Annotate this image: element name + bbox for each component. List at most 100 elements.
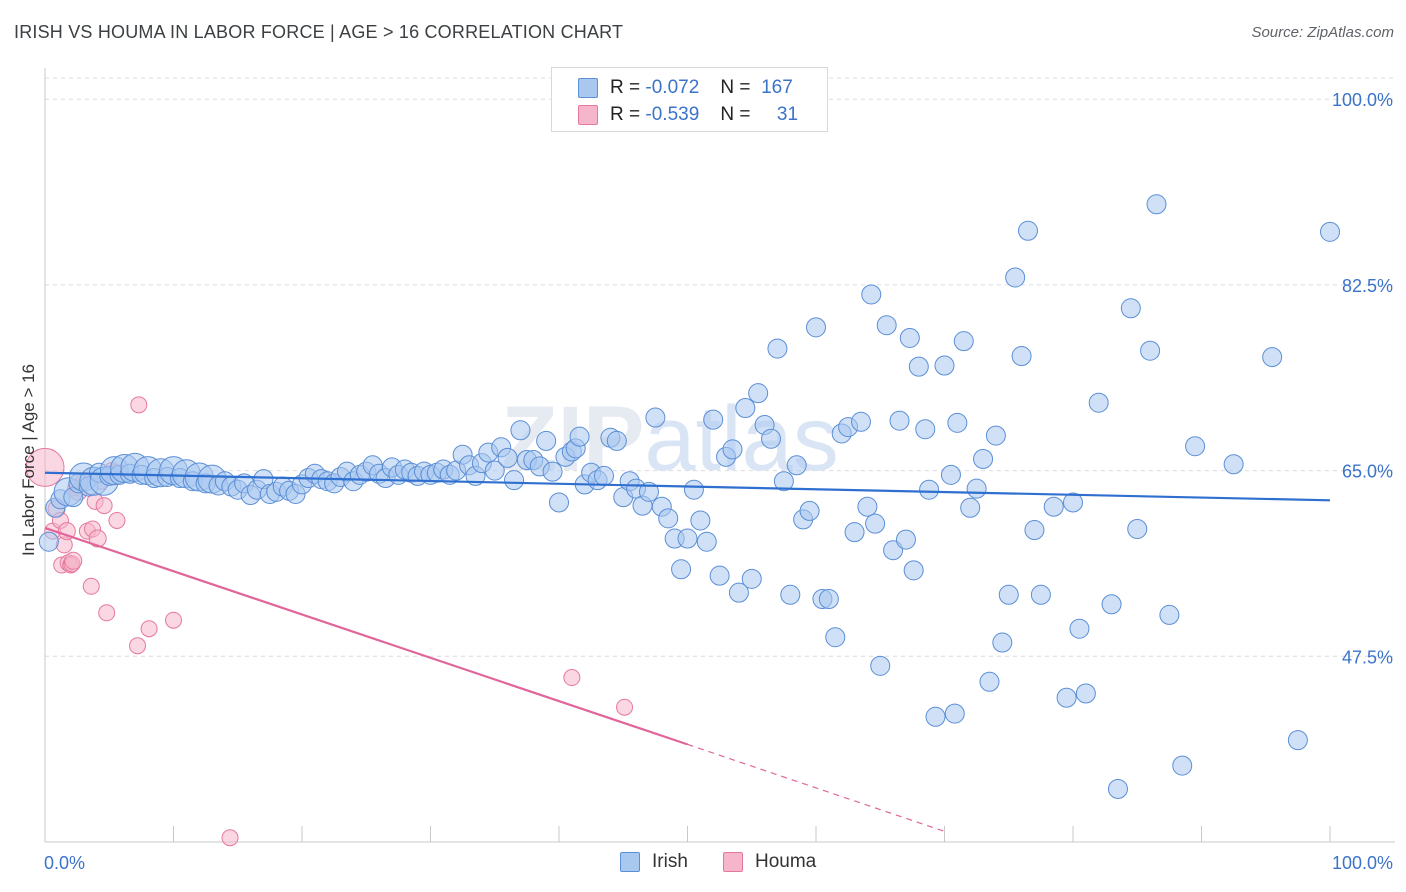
houma-point (25, 447, 65, 487)
irish-point (761, 428, 782, 449)
irish-point (960, 497, 981, 518)
tick-labels: 47.5% 65.0% 82.5% 100.0% 0.0% 100.0% In Labor … (19, 90, 1393, 873)
irish-point (497, 447, 518, 468)
irish-point (1127, 518, 1148, 539)
legend-item-houma[interactable]: Houma (723, 851, 816, 873)
houma-point (88, 529, 107, 548)
irish-point (940, 464, 961, 485)
irish-point (966, 478, 987, 499)
irish-point (780, 584, 801, 605)
source-label: Source: ZipAtlas.com (1251, 24, 1394, 41)
houma-point (130, 396, 148, 414)
x-tick-label: 0.0% (44, 853, 85, 873)
irish-point (1140, 340, 1161, 361)
irish-point (510, 420, 531, 441)
irish-point (1262, 347, 1283, 368)
irish-swatch (578, 78, 598, 98)
irish-point (953, 331, 974, 352)
irish-point (915, 419, 936, 440)
irish-point (593, 465, 614, 486)
irish-point (899, 327, 920, 348)
n-value-irish: 167 (761, 77, 793, 98)
irish-point (903, 560, 924, 581)
irish-points (38, 194, 1340, 799)
irish-point (735, 398, 756, 419)
houma-legend-swatch (723, 852, 743, 872)
houma-point (57, 522, 76, 541)
irish-point (998, 584, 1019, 605)
irish-point (979, 671, 1000, 692)
irish-point (889, 410, 910, 431)
irish-point (1223, 454, 1244, 475)
houma-point (82, 577, 100, 595)
houma-point (98, 604, 116, 622)
irish-point (973, 448, 994, 469)
irish-point (818, 589, 839, 610)
irish-point (825, 627, 846, 648)
n-label: N = (720, 77, 751, 98)
irish-point (786, 455, 807, 476)
irish-point (1030, 584, 1051, 605)
irish-point (645, 407, 666, 428)
y-tick-label: 82.5% (1342, 276, 1393, 296)
irish-point (1101, 594, 1122, 615)
irish-point (658, 508, 679, 529)
houma-point (221, 829, 239, 847)
y-axis-label: In Labor Force | Age > 16 (19, 364, 38, 556)
irish-point (857, 496, 878, 517)
irish-point (690, 510, 711, 531)
irish-point (38, 531, 59, 552)
chart-title: IRISH VS HOUMA IN LABOR FORCE | AGE > 16… (14, 22, 624, 42)
irish-legend-swatch (620, 852, 640, 872)
irish-point (703, 409, 724, 430)
r-value-irish: -0.072 (645, 77, 700, 98)
irish-point (1043, 496, 1064, 517)
irish-point (1018, 220, 1039, 241)
irish-point (549, 492, 569, 513)
x-tick-label: 100.0% (1332, 853, 1393, 873)
irish-point (925, 706, 946, 727)
y-tick-label: 100.0% (1332, 90, 1393, 110)
irish-point (1088, 392, 1109, 413)
trend-lines (44, 471, 1331, 832)
irish-point (850, 411, 871, 432)
n-label: N = (720, 104, 751, 125)
irish-point (671, 559, 692, 580)
irish-point (1069, 618, 1090, 639)
stats-legend: R = -0.072 N = 167 R = -0.539 N = 31 (551, 67, 828, 132)
irish-point (542, 461, 563, 482)
irish-point (1005, 267, 1026, 288)
legend-item-irish[interactable]: Irish (620, 851, 688, 873)
watermark: ZIPatlas (501, 388, 838, 490)
r-label: R = (610, 77, 641, 98)
irish-point (1056, 687, 1077, 708)
irish-point (638, 481, 659, 502)
irish-point (696, 531, 717, 552)
irish-legend-label: Irish (652, 851, 688, 872)
irish-point (1024, 520, 1045, 541)
irish-point (722, 439, 743, 460)
irish-point (1011, 346, 1032, 367)
irish-point (748, 383, 769, 404)
irish-point (569, 426, 590, 447)
irish-point (865, 513, 886, 534)
irish-point (1287, 730, 1308, 751)
r-value-houma: -0.539 (645, 104, 700, 125)
houma-swatch (578, 105, 598, 125)
irish-point (606, 430, 627, 451)
irish-point (876, 315, 897, 336)
houma-point (563, 669, 581, 687)
houma-trend-extension (687, 743, 945, 832)
irish-point (985, 425, 1006, 446)
houma-trend-line (44, 526, 688, 746)
irish-point (947, 412, 968, 433)
irish-point (683, 479, 704, 500)
irish-point (1075, 683, 1096, 704)
irish-point (944, 703, 965, 724)
irish-point (1185, 436, 1206, 457)
irish-point (844, 522, 865, 543)
irish-point (992, 632, 1013, 653)
houma-point (64, 551, 83, 570)
irish-trend-line (44, 471, 1331, 502)
